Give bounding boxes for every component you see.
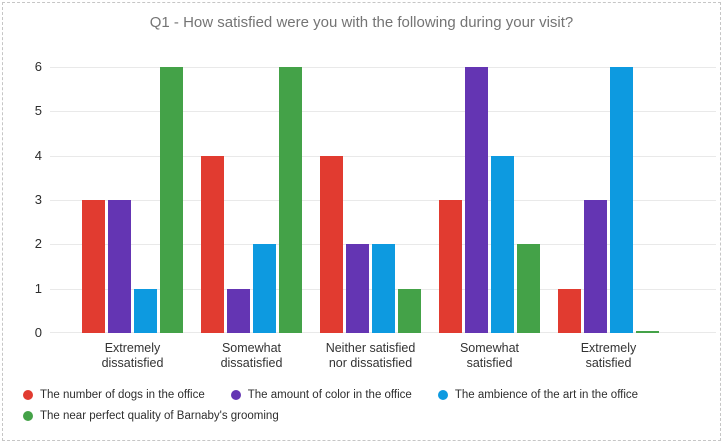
bar [134,289,157,333]
y-axis-tick-label: 4 [34,148,42,163]
bar-group [192,67,311,333]
legend-label: The near perfect quality of Barnaby's gr… [40,410,279,422]
y-axis-tick-label: 5 [34,103,42,118]
bar [201,156,224,333]
bar [320,156,343,333]
bar-group [549,67,668,333]
legend-swatch [23,411,33,421]
bar [160,67,183,333]
chart-title: Q1 - How satisfied were you with the fol… [149,14,574,31]
plot-area: 0 1 2 3 4 5 6 [35,59,716,340]
legend: The number of dogs in the office The amou… [23,389,713,422]
bars-row [73,67,668,333]
legend-item: The near perfect quality of Barnaby's gr… [23,410,279,422]
x-axis-category-label: Extremely satisfied [580,341,637,370]
bar [372,244,395,333]
x-axis-category-label: Somewhat dissatisfied [220,341,283,370]
legend-label: The number of dogs in the office [40,389,205,401]
bar [636,331,659,333]
bar [610,67,633,333]
bar-group [430,67,549,333]
y-axis-tick-label: 1 [34,281,42,296]
legend-item: The amount of color in the office [230,389,412,401]
bar [491,156,514,333]
legend-item: The number of dogs in the office [23,389,205,401]
bar [108,200,131,333]
y-axis-tick-label: 0 [34,325,42,340]
bar [517,244,540,333]
y-axis-tick-label: 2 [34,236,42,251]
bar [398,289,421,333]
gridline [50,111,716,112]
x-axis-category-label: Somewhat satisfied [459,341,520,370]
bar [558,289,581,333]
bar [346,244,369,333]
y-axis-tick-label: 3 [34,192,42,207]
bar [439,200,462,333]
legend-swatch [23,390,33,400]
bar-group [311,67,430,333]
x-axis-category-label: Extremely dissatisfied [101,341,164,370]
gridline [50,156,716,157]
legend-label: The ambience of the art in the office [454,389,639,401]
bar [253,244,276,333]
bar [227,289,250,333]
gridline [50,200,716,201]
bar [584,200,607,333]
bar [279,67,302,333]
x-axis-category-label: Neither satisfied nor dissatisfied [325,341,416,370]
x-axis-labels: Extremely dissatisfied Somewhat dissatisf… [73,341,668,371]
y-axis-tick-label: 6 [34,59,42,74]
gridline [50,67,716,68]
bar [82,200,105,333]
chart-card: Q1 - How satisfied were you with the fol… [2,2,721,441]
bar [465,67,488,333]
legend-item: The ambience of the art in the office [437,389,639,401]
legend-label: The amount of color in the office [247,389,412,401]
legend-swatch [437,390,448,400]
bar-group [73,67,192,333]
legend-swatch [230,390,241,400]
